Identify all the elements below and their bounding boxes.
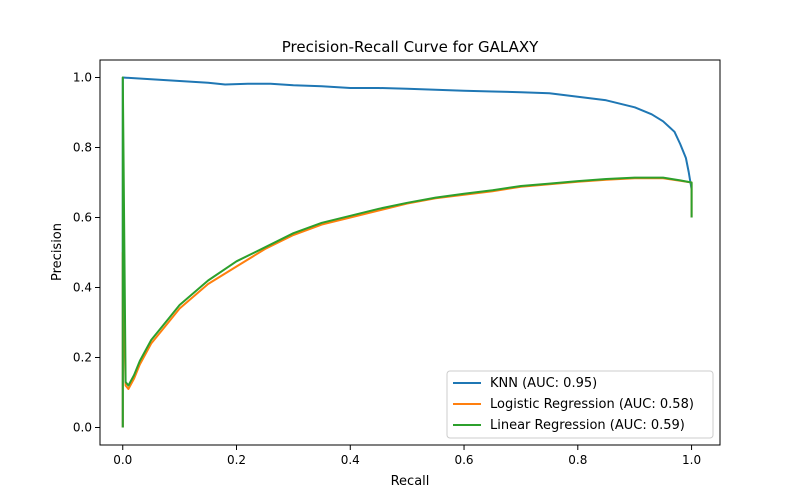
y-tick-label: 0.4: [73, 281, 92, 295]
legend-label: Logistic Regression (AUC: 0.58): [490, 397, 694, 412]
x-tick-label: 0.2: [227, 453, 246, 467]
x-tick-label: 0.4: [341, 453, 360, 467]
plot-area-frame: [99, 59, 721, 446]
x-tick-label: 1.0: [682, 453, 701, 467]
y-axis-ticks: 0.0 0.2 0.4 0.6 0.8 1.0: [73, 71, 100, 435]
legend-box: [446, 370, 714, 439]
x-tick-label: 0.6: [454, 453, 473, 467]
x-tick-label: 0.8: [568, 453, 587, 467]
x-axis-label: Recall: [391, 474, 430, 489]
y-tick-label: 0.6: [73, 211, 92, 225]
legend-label: Linear Regression (AUC: 0.59): [490, 418, 685, 433]
y-tick-label: 0.0: [73, 421, 92, 435]
x-axis-ticks: 0.0 0.2 0.4 0.6 0.8 1.0: [113, 445, 701, 467]
series-lines: [121, 76, 693, 428]
legend-label: KNN (AUC: 0.95): [490, 376, 597, 391]
chart-title: Precision-Recall Curve for GALAXY: [282, 38, 539, 56]
series-line-0: [121, 76, 693, 428]
legend: KNN (AUC: 0.95) Logistic Regression (AUC:…: [446, 370, 714, 439]
series-line-2: [121, 76, 693, 428]
y-tick-label: 0.2: [73, 351, 92, 365]
x-tick-label: 0.0: [113, 453, 132, 467]
y-tick-label: 1.0: [73, 71, 92, 85]
y-axis-label: Precision: [50, 223, 65, 281]
y-tick-label: 0.8: [73, 141, 92, 155]
